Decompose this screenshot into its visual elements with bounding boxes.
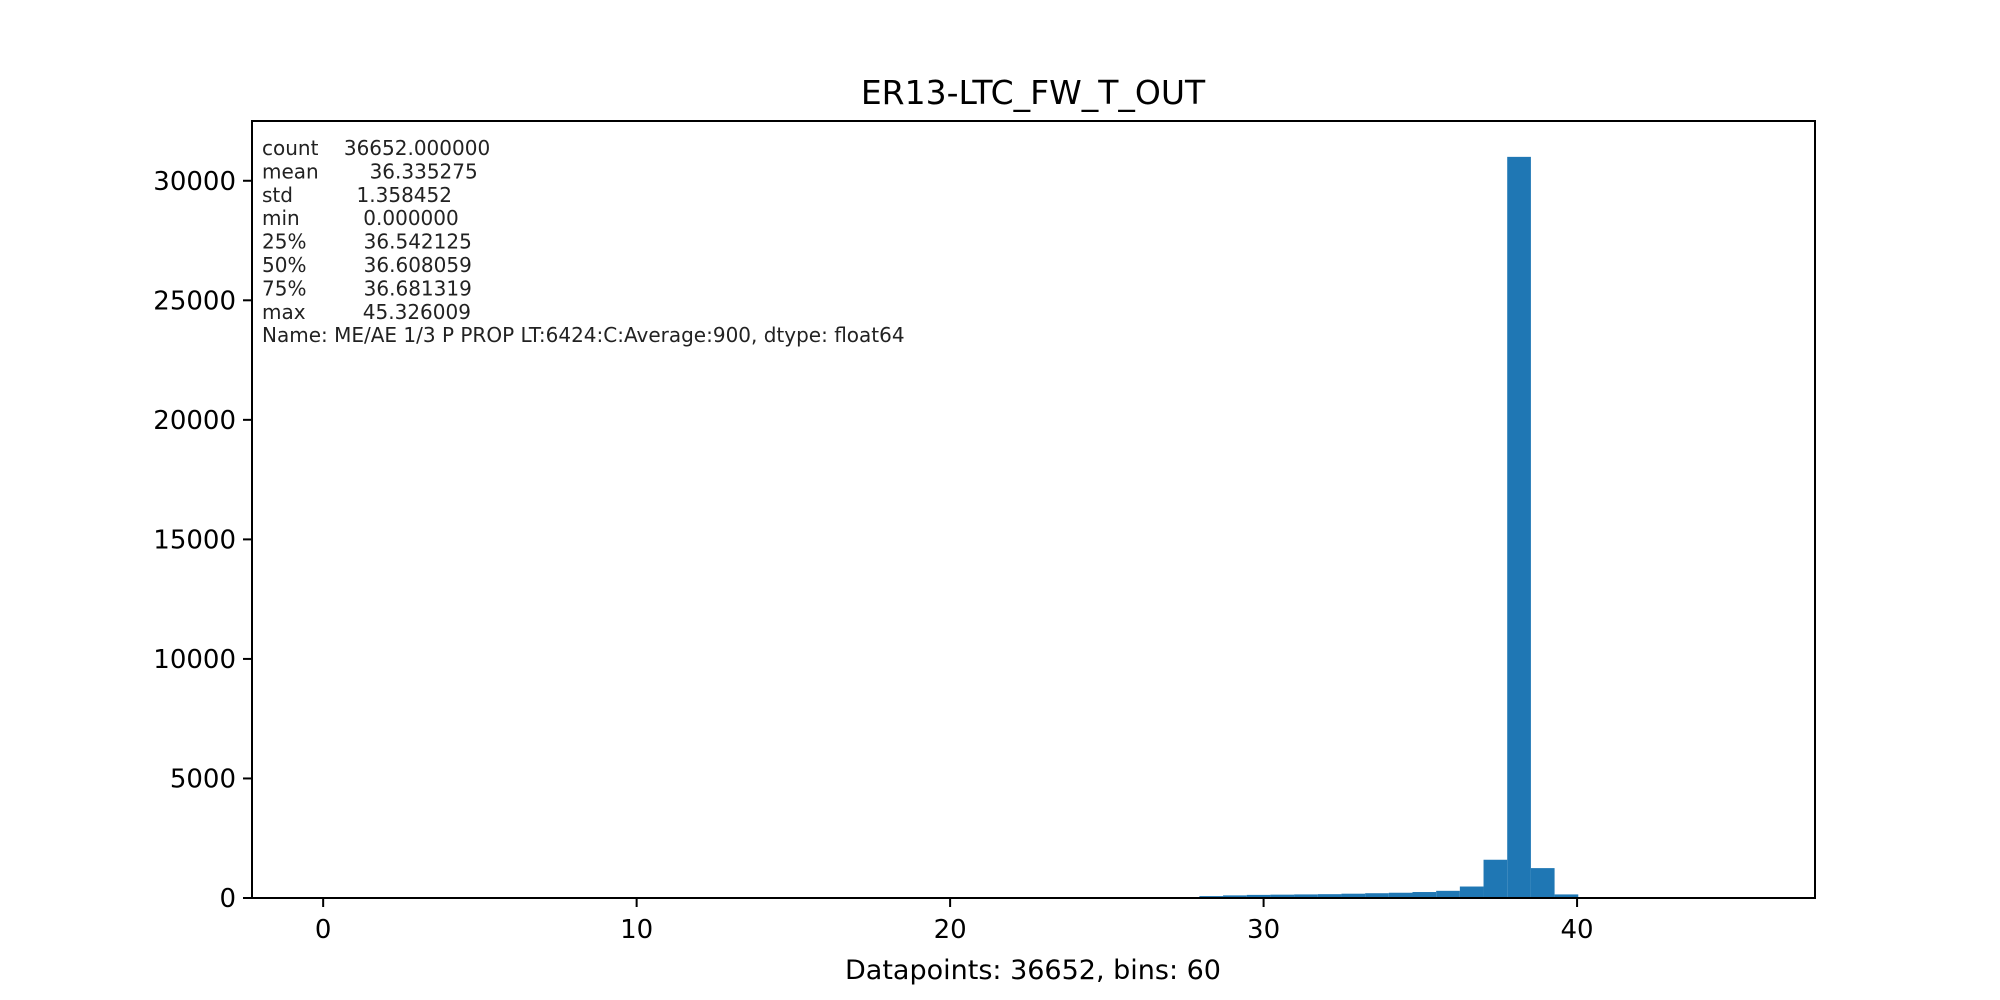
histogram-bar bbox=[1246, 894, 1271, 898]
y-tick-label: 5000 bbox=[170, 764, 236, 794]
y-axis: 0 5000 10000 15000 20000 25000 30000 bbox=[153, 167, 252, 914]
x-tick-label: 40 bbox=[1561, 915, 1594, 945]
stats-line: count 36652.000000 bbox=[262, 136, 490, 160]
stats-line: 50% 36.608059 bbox=[262, 253, 472, 277]
histogram-bar bbox=[1507, 156, 1531, 898]
stats-line: 25% 36.542125 bbox=[262, 230, 472, 254]
y-tick-label: 20000 bbox=[153, 406, 236, 436]
x-tick-label: 20 bbox=[934, 915, 967, 945]
histogram-bar bbox=[1365, 893, 1389, 898]
plot-frame bbox=[251, 120, 1816, 899]
stats-line: 75% 36.681319 bbox=[262, 276, 472, 300]
x-tick-label: 30 bbox=[1247, 915, 1280, 945]
histogram-bar bbox=[1554, 894, 1579, 898]
stats-line: min 0.000000 bbox=[262, 206, 459, 230]
y-tick-label: 30000 bbox=[153, 167, 236, 197]
histogram-bar bbox=[1341, 893, 1366, 898]
x-axis: 0 10 20 30 40 bbox=[315, 898, 1594, 945]
stats-line: Name: ME/AE 1/3 P PROP LT:6424:C:Average… bbox=[262, 323, 905, 347]
x-tick-label: 10 bbox=[620, 915, 653, 945]
histogram-bar bbox=[1388, 892, 1413, 898]
stats-line: max 45.326009 bbox=[262, 300, 471, 324]
y-tick-label: 25000 bbox=[153, 286, 236, 316]
stats-line: mean 36.335275 bbox=[262, 159, 478, 183]
histogram-bar bbox=[1317, 894, 1342, 898]
stats-line: std 1.358452 bbox=[262, 183, 452, 207]
y-tick-label: 15000 bbox=[153, 525, 236, 555]
histogram-bar bbox=[1436, 890, 1460, 898]
x-axis-label: Datapoints: 36652, bins: 60 bbox=[845, 955, 1221, 986]
x-tick-label: 0 bbox=[315, 915, 332, 945]
histogram-bars bbox=[323, 156, 1745, 899]
histogram-bar bbox=[1483, 859, 1508, 898]
y-tick-label: 10000 bbox=[153, 645, 236, 675]
chart-title: ER13-LTC_FW_T_OUT bbox=[861, 73, 1206, 112]
histogram-bar bbox=[1294, 894, 1318, 898]
y-tick-label: 0 bbox=[219, 884, 236, 914]
histogram-bar bbox=[1270, 894, 1295, 898]
histogram-bar bbox=[1459, 886, 1484, 898]
histogram-bar bbox=[1412, 892, 1437, 898]
histogram-bar bbox=[1223, 895, 1247, 898]
histogram-bar bbox=[1530, 868, 1555, 898]
